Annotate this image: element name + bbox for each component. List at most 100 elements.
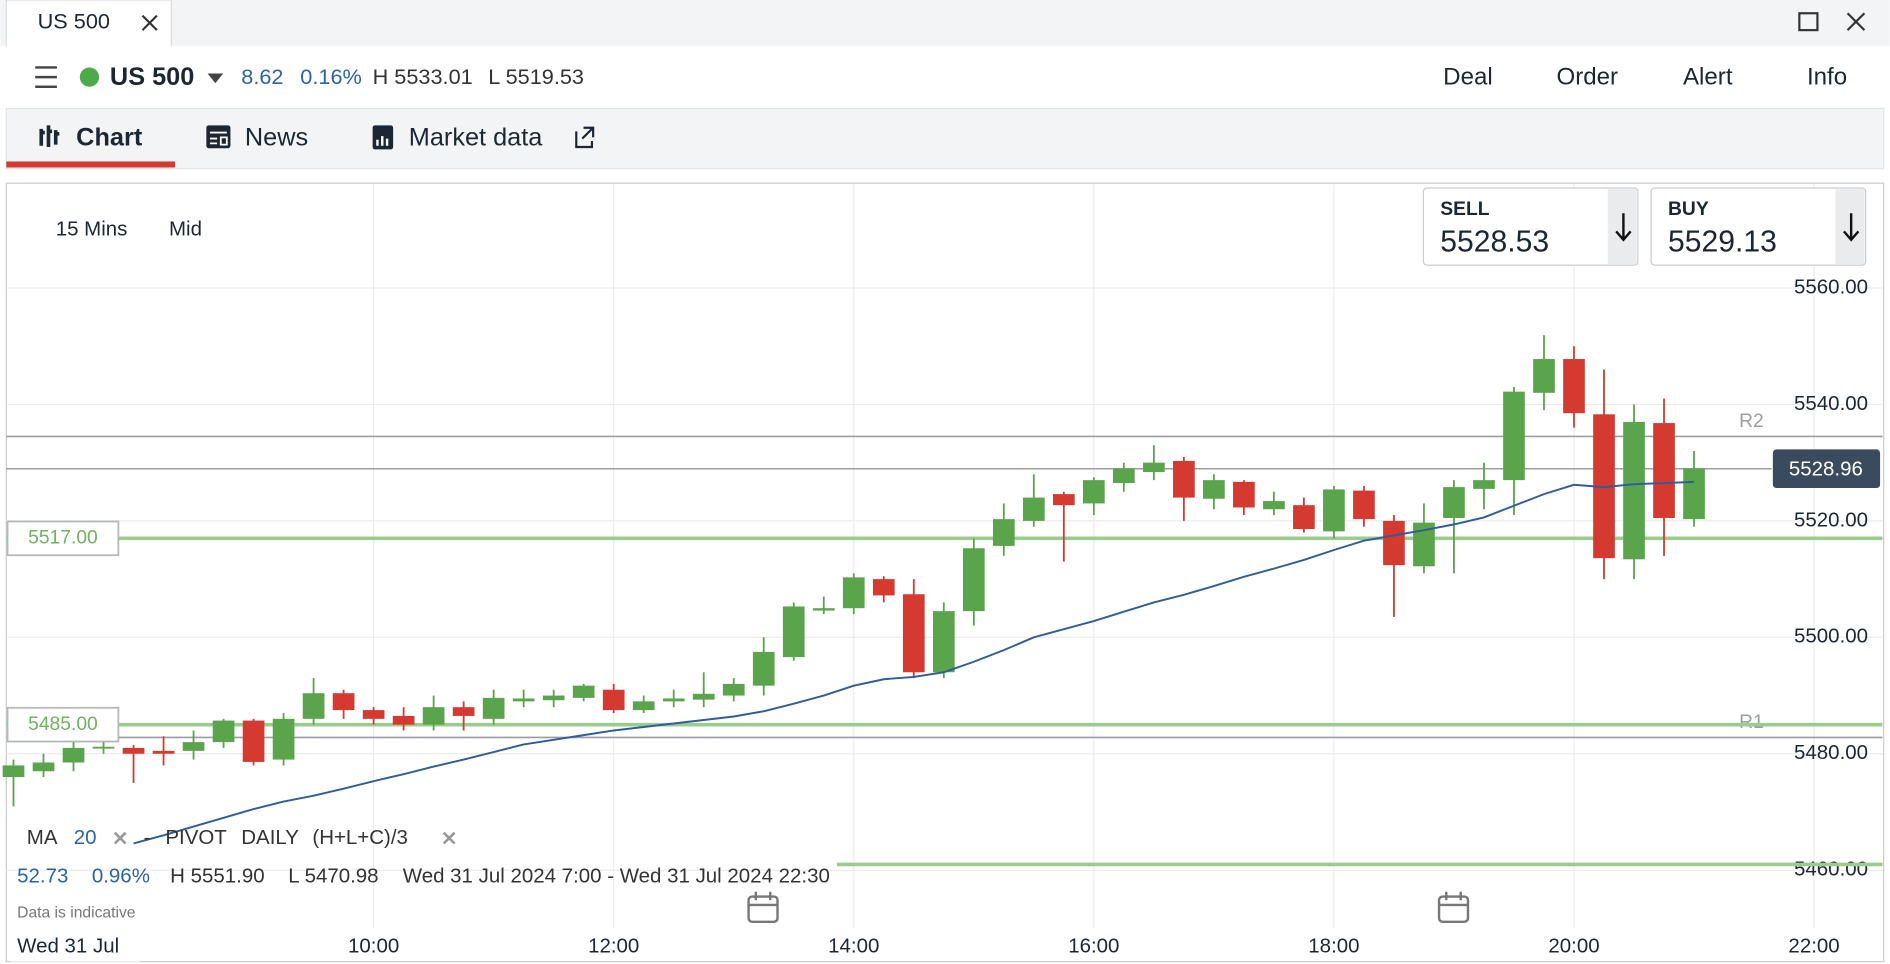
calendar-icon[interactable]	[1437, 891, 1470, 924]
menu-icon[interactable]	[35, 66, 57, 88]
candle-body	[1473, 480, 1495, 489]
sell-arrow	[1615, 213, 1632, 242]
buy-box[interactable]: BUY 5529.13	[1650, 187, 1867, 266]
candle-body	[362, 710, 385, 719]
alert-label: 5485.00	[28, 714, 98, 735]
candle-body	[62, 747, 85, 763]
candle-body	[1623, 421, 1645, 560]
candle-body	[602, 689, 625, 711]
price-type[interactable]: Mid	[169, 218, 202, 241]
close-icon[interactable]	[141, 14, 158, 31]
buy-button[interactable]	[1650, 187, 1867, 266]
external-link[interactable]	[575, 126, 595, 149]
candle-body	[122, 747, 145, 754]
candle-body	[482, 697, 505, 719]
sell-box[interactable]: SELL 5528.53	[1422, 187, 1639, 266]
candle-body	[992, 519, 1015, 546]
candle-body	[1413, 522, 1435, 567]
x-tick-label: 14:00	[828, 935, 879, 958]
candle-body	[1022, 497, 1045, 521]
x-tick-label: 22:00	[1788, 935, 1839, 958]
calendar-icon[interactable]	[747, 891, 779, 924]
action[interactable]: Info	[1807, 64, 1847, 91]
x-tick-label: 16:00	[1068, 935, 1119, 958]
interval[interactable]: 15 Mins	[56, 218, 128, 241]
sell-button[interactable]	[1422, 187, 1639, 266]
ma-name: MA	[27, 826, 58, 849]
candle-body	[782, 606, 805, 658]
action[interactable]: Alert	[1683, 64, 1733, 91]
buy-arrow	[1843, 213, 1860, 242]
instrument[interactable]: US 500	[110, 63, 194, 91]
summary-low: L 5470.98	[288, 865, 378, 888]
x-tick-label: 20:00	[1548, 935, 1599, 958]
plot: 10:00 12:00 14:00 16:00 18:00 20:00 22:00 5460.…	[2, 184, 1883, 958]
pivot-formula: (H+L+C)/3	[312, 826, 408, 849]
change: 8.62	[241, 64, 283, 89]
candle-body	[572, 685, 595, 698]
remove-ma[interactable]	[113, 831, 127, 845]
candle-body	[1503, 391, 1525, 481]
last-price-box	[1772, 449, 1881, 488]
x-tick-label: 18:00	[1308, 935, 1359, 958]
candle-body	[212, 720, 235, 743]
candle-body	[632, 701, 655, 711]
candle-body	[692, 693, 715, 700]
candle-body	[1233, 481, 1255, 508]
alert-label: 5517.00	[28, 527, 98, 548]
candle-body	[842, 577, 865, 609]
sell-price: 5528.53	[1440, 225, 1549, 258]
nav-tab[interactable]: Chart	[76, 123, 143, 151]
candle-body	[1173, 460, 1195, 498]
candle-body	[932, 611, 955, 673]
summary-range: Wed 31 Jul 2024 7:00 - Wed 31 Jul 2024 2…	[403, 865, 830, 888]
candle-body	[662, 698, 685, 702]
x-tick-label: 10:00	[348, 935, 399, 958]
action[interactable]: Deal	[1443, 64, 1493, 91]
nav-tab[interactable]: News	[245, 123, 308, 151]
candle-body	[422, 707, 445, 725]
action[interactable]: Order	[1556, 64, 1618, 91]
remove-pivot[interactable]	[442, 831, 456, 845]
pivot-dash: -	[144, 826, 151, 849]
y-tick-label: 5520.00	[1794, 508, 1868, 531]
summary-change: 52.73	[17, 865, 68, 888]
candle-body	[542, 695, 565, 701]
low: L 5519.53	[488, 64, 584, 89]
candle-body	[332, 693, 355, 711]
pivot-level-label: R1	[1739, 712, 1764, 733]
candle-body	[1323, 489, 1345, 532]
candle-body	[182, 742, 205, 751]
pivot-level-label: R2	[1739, 411, 1764, 432]
date-label: Wed 31 Jul	[17, 935, 119, 958]
last-price-label: 5528.96	[1789, 457, 1863, 480]
alert-label-box	[6, 706, 120, 743]
active-tab-underline	[6, 161, 176, 168]
chart-area	[5, 182, 1885, 963]
candle-body	[1353, 490, 1375, 520]
candle-body	[902, 594, 925, 673]
maximize-icon[interactable]	[1798, 12, 1819, 32]
candle-body	[1683, 468, 1705, 520]
candle-body	[242, 720, 265, 762]
nav-tab[interactable]: Market data	[409, 123, 544, 151]
dropdown[interactable]	[207, 73, 224, 84]
candle-body	[722, 683, 745, 696]
candle-body	[1143, 462, 1165, 472]
candle-body	[2, 765, 25, 778]
window-close[interactable]	[1846, 12, 1866, 31]
ma-period: 20	[74, 826, 97, 849]
change-pct: 0.16%	[300, 64, 362, 89]
candle-body	[962, 548, 985, 612]
buy-price: 5529.13	[1668, 225, 1777, 258]
tab[interactable]	[5, 0, 172, 48]
date-box	[9, 931, 141, 962]
market-icon-bars	[376, 136, 389, 146]
high: H 5533.01	[373, 64, 473, 89]
news-icon-lines	[209, 131, 228, 146]
nav	[5, 107, 1885, 170]
candle-body	[302, 693, 325, 719]
candle-body	[32, 762, 55, 772]
candle-body	[1563, 359, 1585, 414]
